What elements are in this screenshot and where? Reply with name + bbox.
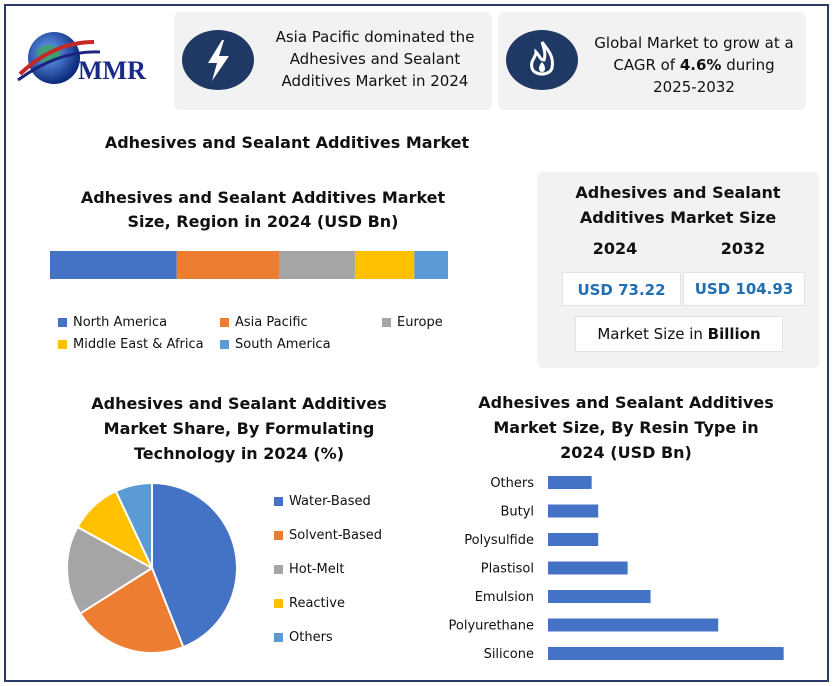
year-2024: 2024: [592, 239, 638, 258]
pie-legend-item: Solvent-Based: [274, 528, 382, 543]
region-segment-0: [50, 251, 177, 279]
legend-label: South America: [235, 337, 331, 352]
market-size-unit-note: Market Size in Billion: [575, 316, 783, 352]
resin-bar-chart: Others Butyl Polysulfide Plastisol Emulsion P…: [449, 476, 784, 662]
resin-category-label: Plastisol: [481, 562, 534, 577]
main-title: Adhesives and Sealant Additives Market: [104, 133, 470, 152]
region-chart-title: Adhesives and Sealant Additives Market S…: [80, 188, 446, 231]
pie-slice-1: [78, 566, 185, 654]
market-size-title: Adhesives and Sealant Additives Market S…: [575, 183, 781, 227]
flame-icon: [506, 30, 578, 90]
region-segment-4: [414, 251, 448, 279]
resin-chart-title: Adhesives and Sealant Additives Market S…: [478, 393, 774, 462]
cagr-text: Global Market to grow at a CAGR of 4.6% …: [594, 34, 794, 96]
region-highlight-text: Asia Pacific dominated the Adhesives and…: [275, 28, 475, 90]
legend-swatch: [274, 497, 283, 506]
lightning-icon: [182, 30, 254, 90]
legend-label: Europe: [397, 315, 443, 330]
cagr-value: 4.6%: [679, 56, 722, 74]
pie-slice-0: [151, 481, 238, 649]
cagr-card: Global Market to grow at a CAGR of 4.6% …: [498, 12, 806, 110]
year-2032: 2032: [720, 239, 766, 258]
legend-swatch: [58, 340, 67, 349]
region-segment-2: [279, 251, 355, 279]
resin-bar-4: [548, 590, 651, 603]
technology-pie-chart: [66, 481, 238, 654]
region-legend-item: North America: [58, 315, 167, 330]
legend-label: Asia Pacific: [235, 315, 308, 330]
region-legend-item: South America: [220, 337, 331, 352]
legend-label: Hot-Melt: [289, 562, 345, 577]
resin-category-label: Others: [490, 476, 534, 491]
legend-swatch: [274, 633, 283, 642]
legend-label: Water-Based: [289, 494, 371, 509]
pie-slice-4: [114, 481, 153, 569]
legend-label: Reactive: [289, 596, 345, 611]
pie-slice-2: [66, 525, 154, 615]
resin-category-label: Emulsion: [475, 590, 534, 605]
value-2024: USD 73.22: [562, 272, 681, 306]
resin-category-label: Polyurethane: [449, 619, 534, 634]
resin-category-label: Silicone: [484, 647, 534, 662]
pie-chart-title: Adhesives and Sealant Additives Market S…: [91, 394, 387, 463]
legend-label: Others: [289, 630, 333, 645]
resin-bar-5: [548, 618, 719, 632]
region-segment-1: [176, 251, 280, 279]
resin-bar-1: [548, 504, 599, 518]
resin-bar-6: [548, 647, 784, 660]
legend-label: Solvent-Based: [289, 528, 382, 543]
mmr-logo: MMR: [14, 22, 164, 94]
logo-text: MMR: [78, 56, 146, 85]
region-legend-item: Middle East & Africa: [58, 337, 204, 352]
value-2032: USD 104.93: [683, 272, 805, 306]
resin-bar-0: [548, 476, 592, 489]
region-highlight-card: Asia Pacific dominated the Adhesives and…: [174, 12, 492, 110]
legend-swatch: [274, 565, 283, 574]
region-legend-item: Europe: [382, 315, 443, 330]
legend-label: North America: [73, 315, 168, 330]
region-legend-item: Asia Pacific: [220, 315, 308, 330]
legend-swatch: [220, 340, 229, 349]
resin-bar-3: [548, 561, 628, 575]
region-stacked-bar: [50, 251, 448, 279]
legend-swatch: [382, 318, 391, 327]
legend-swatch: [274, 599, 283, 608]
resin-category-label: Butyl: [500, 505, 534, 520]
pie-legend-item: Hot-Melt: [274, 562, 344, 577]
legend-swatch: [274, 531, 283, 540]
globe-icon: [17, 32, 101, 84]
pie-legend-item: Reactive: [274, 596, 345, 611]
legend-swatch: [58, 318, 67, 327]
resin-category-label: Polysulfide: [464, 533, 534, 548]
resin-bar-2: [548, 533, 599, 546]
pie-legend-item: Water-Based: [274, 494, 371, 509]
region-segment-3: [354, 251, 415, 279]
pie-legend-item: Others: [274, 630, 333, 645]
legend-swatch: [220, 318, 229, 327]
legend-label: Middle East & Africa: [73, 337, 204, 352]
